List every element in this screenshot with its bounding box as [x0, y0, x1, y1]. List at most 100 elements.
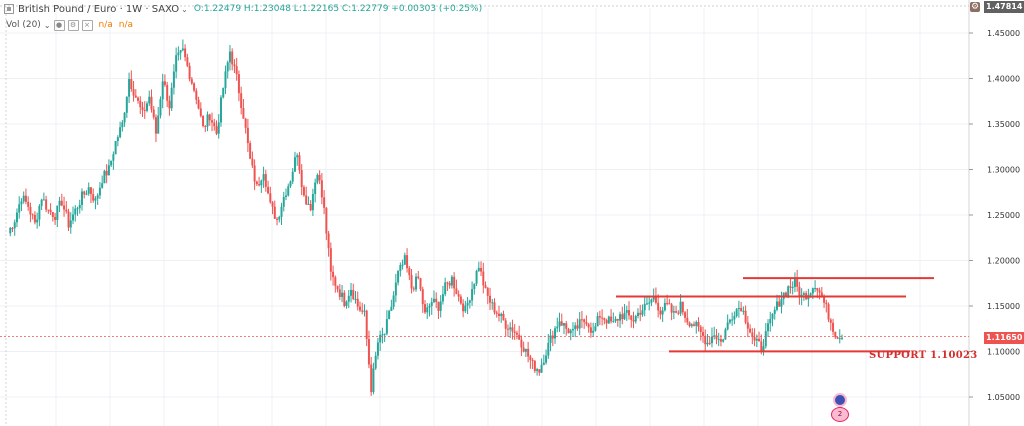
- candle-body: [146, 103, 148, 111]
- candle-body: [636, 312, 639, 317]
- candle-body: [713, 335, 716, 337]
- candle-body: [143, 109, 146, 111]
- candle-body: [706, 342, 709, 345]
- candle-body: [367, 339, 370, 365]
- candle-body: [327, 233, 330, 249]
- y-tick-label: 1.40000: [987, 75, 1020, 84]
- candle-body: [699, 326, 702, 333]
- candle-body: [601, 317, 604, 319]
- candle-body: [49, 209, 52, 213]
- candle-body: [181, 48, 184, 51]
- candle-body: [119, 127, 122, 138]
- candle-body: [661, 310, 664, 315]
- candle-body: [468, 300, 471, 303]
- candle-body: [724, 329, 727, 340]
- candle-body: [338, 289, 341, 297]
- chevron-down-icon[interactable]: ⌄: [181, 4, 188, 14]
- y-tick-label: 1.45000: [987, 29, 1020, 38]
- candle-body: [204, 125, 207, 127]
- candle-body: [737, 307, 740, 310]
- eye-icon[interactable]: ●: [53, 19, 65, 31]
- candle-body: [287, 186, 290, 196]
- candle-body: [448, 283, 451, 286]
- candle-body: [397, 271, 400, 283]
- candle-body: [358, 306, 361, 311]
- candle-body: [226, 62, 229, 72]
- candle-body: [45, 199, 48, 210]
- candle-body: [569, 330, 572, 334]
- candle-body: [652, 295, 655, 300]
- symbol-title[interactable]: British Pound / Euro · 1W · SAXO: [18, 3, 180, 15]
- event-flag-icon[interactable]: 2: [831, 407, 849, 422]
- candle-body: [170, 87, 173, 109]
- candle-body: [305, 195, 308, 205]
- candle-body: [444, 282, 447, 295]
- candle-body: [816, 288, 819, 291]
- candle-body: [515, 332, 518, 335]
- symbol-toggle-icon[interactable]: [4, 4, 14, 14]
- settings-icon[interactable]: ⚙: [67, 19, 79, 31]
- candle-body: [352, 289, 355, 300]
- candle-body: [190, 79, 193, 84]
- candle-body: [222, 88, 225, 98]
- candle-body: [18, 204, 21, 213]
- candle-body: [343, 292, 346, 307]
- candle-body: [455, 288, 458, 295]
- trend-lines[interactable]: [616, 277, 934, 353]
- candle-body: [406, 255, 409, 269]
- candle-body: [293, 157, 296, 172]
- candle-body: [787, 286, 790, 296]
- candle-body: [58, 200, 61, 206]
- candle-body: [195, 90, 198, 100]
- candle-body: [325, 207, 328, 234]
- candle-body: [583, 319, 586, 323]
- candle-body: [267, 186, 270, 194]
- candle-body: [459, 296, 462, 304]
- candle-body: [157, 115, 160, 134]
- candle-body: [536, 369, 539, 371]
- candle-body: [29, 206, 32, 215]
- candle-body: [610, 316, 613, 322]
- candle-body: [621, 314, 624, 320]
- candle-body: [531, 360, 534, 362]
- chevron-down-icon[interactable]: ⌄: [43, 20, 51, 30]
- event-marker-icon[interactable]: [833, 393, 847, 407]
- candle-body: [132, 89, 135, 96]
- candle-body: [302, 187, 305, 196]
- current-price-badge: 1.11650: [984, 332, 1024, 344]
- candle-body: [159, 99, 162, 116]
- candle-body: [110, 160, 113, 166]
- candle-body: [390, 306, 393, 311]
- candle-body: [641, 310, 644, 315]
- candle-body: [253, 165, 256, 182]
- candle-body: [197, 99, 200, 109]
- support-annotation[interactable]: SUPPORT 1.10023: [869, 350, 978, 361]
- candle-body: [365, 310, 368, 340]
- candle-body: [551, 335, 554, 339]
- candle-body: [542, 362, 545, 365]
- volume-label: Vol (20): [6, 20, 41, 30]
- candle-body: [78, 204, 81, 209]
- candle-body: [802, 293, 805, 295]
- candle-body: [666, 302, 669, 304]
- chart-settings-icon[interactable]: ⚙: [970, 2, 980, 12]
- candle-body: [298, 155, 301, 171]
- candle-body: [103, 170, 106, 184]
- candle-body: [733, 316, 736, 320]
- candle-body: [596, 316, 599, 327]
- candle-body: [726, 322, 729, 330]
- candle-body: [767, 323, 770, 332]
- candle-body: [466, 302, 469, 306]
- vertical-grid: [55, 8, 921, 426]
- volume-value-1: n/a: [98, 20, 113, 30]
- candle-body: [836, 337, 839, 339]
- candle-body: [347, 295, 350, 302]
- chart-legend[interactable]: British Pound / Euro · 1W · SAXO ⌄ O:1.2…: [4, 2, 482, 16]
- candle-body: [556, 326, 559, 329]
- volume-indicator-legend[interactable]: Vol (20) ⌄ ● ⚙ × n/a n/a: [6, 18, 133, 32]
- candle-body: [585, 322, 588, 325]
- close-icon[interactable]: ×: [81, 19, 93, 31]
- candle-body: [670, 304, 673, 313]
- candle-body: [60, 200, 63, 206]
